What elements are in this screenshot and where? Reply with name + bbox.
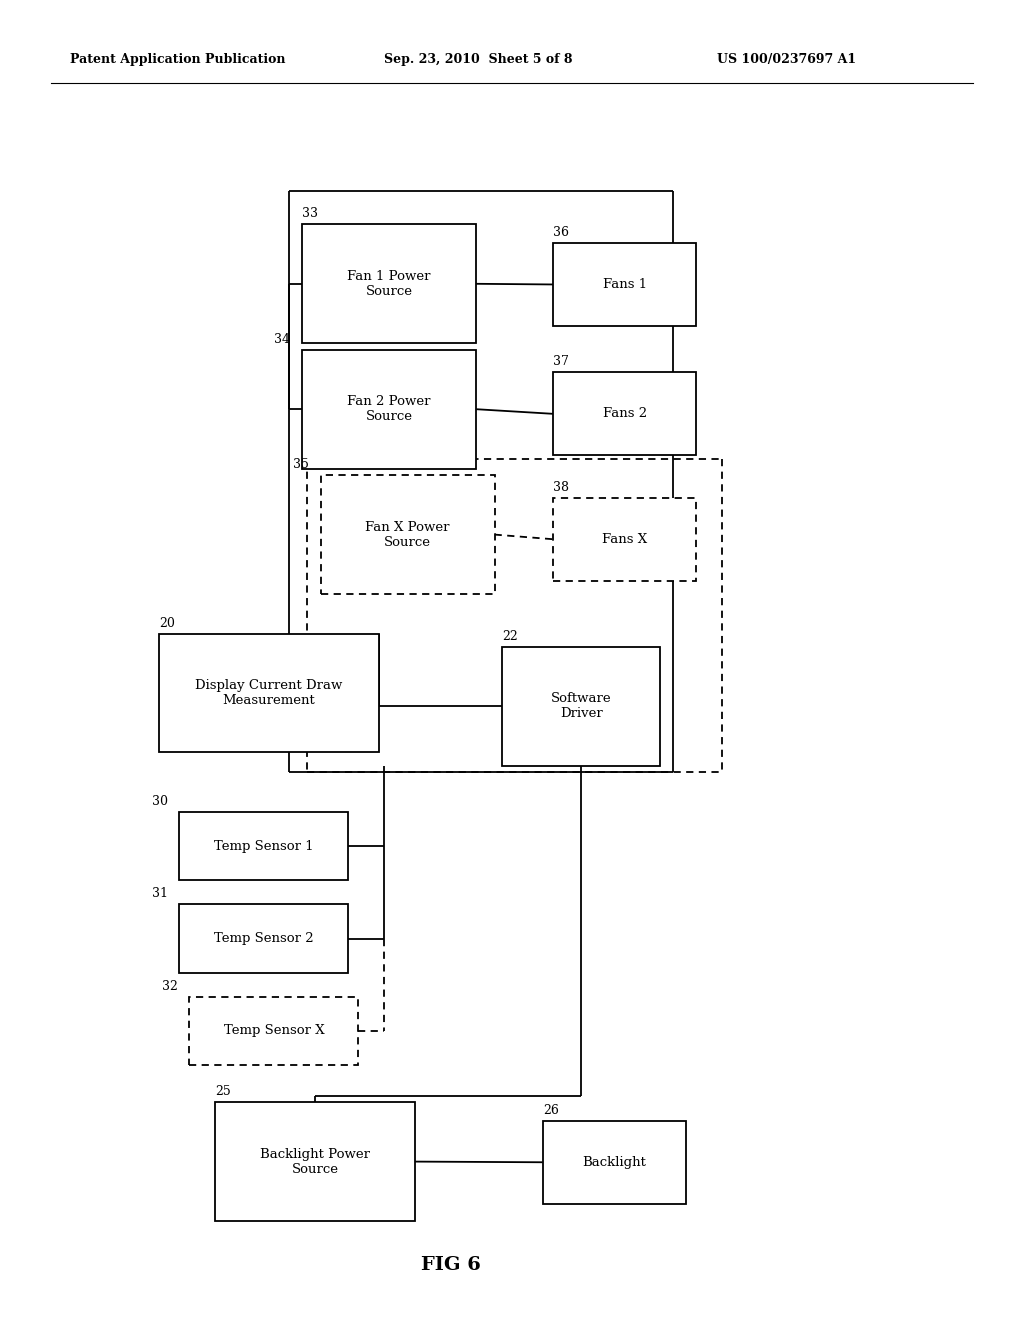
- Text: Temp Sensor 2: Temp Sensor 2: [214, 932, 313, 945]
- Text: Sep. 23, 2010  Sheet 5 of 8: Sep. 23, 2010 Sheet 5 of 8: [384, 53, 572, 66]
- Text: 20: 20: [159, 616, 175, 630]
- Text: Temp Sensor X: Temp Sensor X: [223, 1024, 325, 1038]
- Text: Fans 2: Fans 2: [602, 408, 647, 420]
- Text: FIG 6: FIG 6: [421, 1255, 480, 1274]
- Bar: [179, 812, 348, 880]
- Bar: [302, 224, 476, 343]
- Text: 35: 35: [293, 458, 309, 471]
- Bar: [553, 243, 696, 326]
- Bar: [543, 1121, 686, 1204]
- Text: 31: 31: [152, 887, 168, 900]
- Bar: [215, 1102, 415, 1221]
- Text: 37: 37: [553, 355, 569, 368]
- Text: 25: 25: [215, 1085, 230, 1098]
- Text: 26: 26: [543, 1104, 559, 1117]
- Text: 36: 36: [553, 226, 569, 239]
- Bar: [159, 634, 379, 752]
- Text: 32: 32: [162, 979, 178, 993]
- Text: 38: 38: [553, 480, 569, 494]
- Text: Fans X: Fans X: [602, 533, 647, 545]
- Bar: [502, 647, 660, 766]
- Text: Fan 2 Power
Source: Fan 2 Power Source: [347, 395, 431, 424]
- Text: Backlight Power
Source: Backlight Power Source: [260, 1147, 370, 1176]
- Bar: [321, 475, 495, 594]
- Bar: [553, 498, 696, 581]
- Text: 22: 22: [502, 630, 517, 643]
- Bar: [553, 372, 696, 455]
- Text: Fan 1 Power
Source: Fan 1 Power Source: [347, 269, 431, 298]
- Text: Fan X Power
Source: Fan X Power Source: [366, 520, 450, 549]
- Bar: [302, 350, 476, 469]
- Text: 33: 33: [302, 207, 318, 220]
- Text: Display Current Draw
Measurement: Display Current Draw Measurement: [196, 678, 342, 708]
- Text: 34: 34: [274, 333, 291, 346]
- Text: Backlight: Backlight: [583, 1156, 646, 1168]
- Text: Temp Sensor 1: Temp Sensor 1: [214, 840, 313, 853]
- Bar: [179, 904, 348, 973]
- Bar: [189, 997, 358, 1065]
- Text: US 100/0237697 A1: US 100/0237697 A1: [717, 53, 856, 66]
- Text: 30: 30: [152, 795, 168, 808]
- Text: Fans 1: Fans 1: [602, 279, 647, 290]
- Text: Software
Driver: Software Driver: [551, 692, 611, 721]
- Text: Patent Application Publication: Patent Application Publication: [70, 53, 285, 66]
